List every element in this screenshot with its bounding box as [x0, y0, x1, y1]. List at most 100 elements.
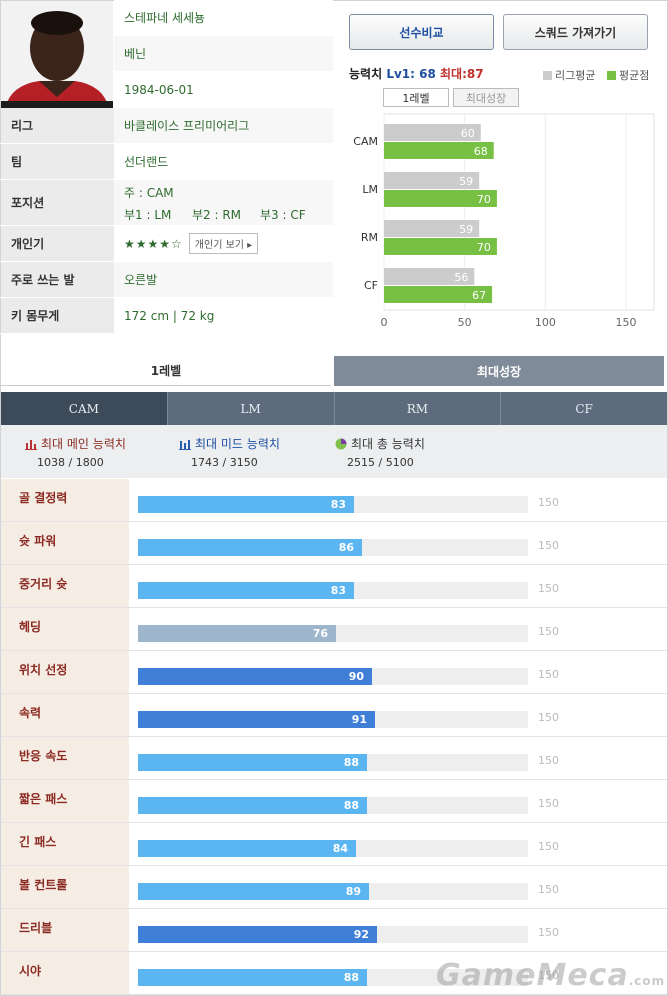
pie-chart-icon	[335, 438, 347, 449]
stat-max: 150	[538, 625, 559, 638]
chart-bar	[384, 238, 497, 255]
stat-max: 150	[538, 969, 559, 982]
summary-total: 최대 총 능력치 2515 / 5100	[335, 435, 425, 469]
stat-label: 볼 컨트롤	[1, 866, 129, 908]
ability-title: 능력치 Lv1: 68 최대:87	[349, 65, 484, 82]
stat-track: 92	[138, 926, 528, 943]
compare-button[interactable]: 선수비교	[349, 14, 494, 50]
stat-label: 시야	[1, 952, 129, 994]
chart-bar-label: 67	[472, 289, 486, 302]
level-tab-level1[interactable]: 1레벨	[1, 356, 331, 386]
stat-summary: 최대 메인 능력치 1038 / 1800 최대 미드 능력치 1743 / 3…	[1, 425, 667, 478]
stat-track: 88	[138, 797, 528, 814]
stat-track: 88	[138, 969, 528, 986]
ability-label: 능력치	[349, 67, 383, 81]
chart-bar	[384, 124, 481, 141]
chart-bar-label: 59	[459, 175, 473, 188]
stat-row: 헤딩 76 150	[1, 608, 667, 651]
stat-max: 150	[538, 883, 559, 896]
stat-bar: 88	[138, 797, 367, 814]
stat-row: 골 결정력 83 150	[1, 479, 667, 522]
chart-bar-label: 70	[477, 193, 491, 206]
skill-view-button[interactable]: 개인기 보기 ▸	[188, 233, 259, 254]
chart-bar-label: 70	[477, 241, 491, 254]
chart-bar-label: 68	[474, 145, 488, 158]
position-main: 주 : CAM	[124, 186, 174, 200]
ability-lv: Lv1: 68	[386, 67, 436, 81]
stat-label: 긴 패스	[1, 823, 129, 865]
position-tab-lm[interactable]: LM	[168, 392, 335, 425]
stat-row: 반응 속도 88 150	[1, 737, 667, 780]
chart-bar	[384, 286, 493, 303]
chart-x-tick: 50	[458, 316, 472, 329]
chart-tab-max[interactable]: 최대성장	[453, 88, 519, 107]
squad-button[interactable]: 스쿼드 가져가기	[503, 14, 648, 50]
stat-max: 150	[538, 668, 559, 681]
position-tabs: CAM LM RM CF	[1, 392, 667, 425]
chart-category-label: RM	[361, 231, 378, 244]
stat-max: 150	[538, 840, 559, 853]
chart-tab-level1[interactable]: 1레벨	[383, 88, 449, 107]
foot-value: 오른발	[114, 262, 333, 297]
stat-label: 중거리 슛	[1, 565, 129, 607]
stat-bar: 83	[138, 496, 354, 513]
stat-max: 150	[538, 539, 559, 552]
stat-max: 150	[538, 797, 559, 810]
summary-main-title: 최대 메인 능력치	[41, 437, 126, 451]
position-tab-cf[interactable]: CF	[575, 401, 593, 416]
stat-label: 위치 선정	[1, 651, 129, 693]
stat-bar: 76	[138, 625, 336, 642]
stat-bar: 86	[138, 539, 362, 556]
stat-max: 150	[538, 711, 559, 724]
bar-chart-blue-icon	[179, 439, 191, 450]
body-label: 키 몸무게	[1, 298, 114, 333]
watermark-logo: GameMeca.com	[436, 958, 666, 993]
summary-main: 최대 메인 능력치 1038 / 1800	[25, 435, 126, 469]
position-tab-rm[interactable]: RM	[335, 392, 502, 425]
player-name: 스테파네 세세뇽	[114, 0, 333, 35]
stat-max: 150	[538, 582, 559, 595]
stat-row: 긴 패스 84 150	[1, 823, 667, 866]
legend-avg-swatch	[607, 70, 616, 80]
stat-row: 슛 파워 86 150	[1, 522, 667, 565]
stat-track: 83	[138, 496, 528, 513]
league-value: 바클레이스 프리미어리그	[114, 108, 333, 143]
level-tab-max[interactable]: 최대성장	[334, 356, 664, 386]
stat-track: 89	[138, 883, 528, 900]
chart-bar	[384, 220, 480, 237]
position-tab-cam[interactable]: CAM	[1, 392, 168, 425]
stat-label: 속력	[1, 694, 129, 736]
skill-stars: ★★★★☆	[124, 236, 183, 251]
player-birth: 1984-06-01	[114, 72, 333, 107]
chart-category-label: CAM	[353, 135, 378, 148]
team-value: 선더랜드	[114, 144, 333, 179]
stat-bar: 88	[138, 754, 367, 771]
bar-chart-red-icon	[25, 439, 37, 450]
chart-x-tick: 100	[535, 316, 556, 329]
summary-main-value: 1038 / 1800	[37, 456, 104, 469]
legend-league-text: 리그평균	[555, 69, 596, 82]
chart-bar	[384, 172, 480, 189]
player-photo	[1, 1, 113, 108]
stat-track: 86	[138, 539, 528, 556]
league-label: 리그	[1, 108, 114, 143]
chart-bar	[384, 268, 475, 285]
stat-label: 헤딩	[1, 608, 129, 650]
stat-bar: 91	[138, 711, 375, 728]
chart-bar-label: 59	[459, 223, 473, 236]
team-label: 팀	[1, 144, 114, 179]
ability-max: 최대:87	[440, 67, 484, 81]
stat-label: 슛 파워	[1, 522, 129, 564]
legend-avg-text: 평균점	[619, 69, 650, 82]
stat-max: 150	[538, 754, 559, 767]
foot-label: 주로 쓰는 발	[1, 262, 114, 297]
stat-row: 짧은 패스 88 150	[1, 780, 667, 823]
summary-total-value: 2515 / 5100	[347, 456, 414, 469]
summary-mid: 최대 미드 능력치 1743 / 3150	[179, 435, 280, 469]
position-values: 주 : CAM 부1 : LM 부2 : RM 부3 : CF	[114, 180, 333, 225]
legend-league-swatch	[543, 70, 552, 80]
stat-bar: 89	[138, 883, 369, 900]
skill-label: 개인기	[1, 226, 114, 261]
chart-category-label: LM	[362, 183, 378, 196]
stat-max: 150	[538, 926, 559, 939]
